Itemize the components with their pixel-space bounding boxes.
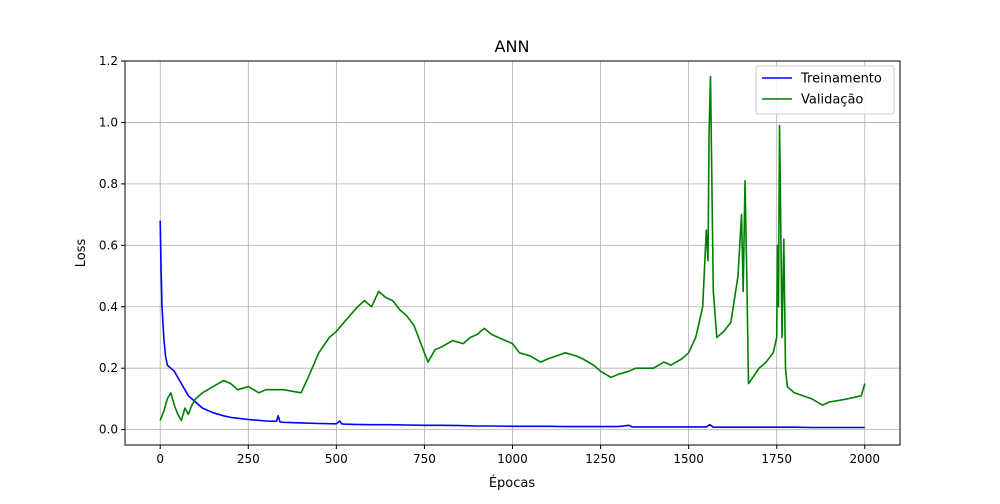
legend-label-treinamento: Treinamento (800, 72, 882, 87)
y-axis-label: Loss (74, 239, 89, 268)
y-tick-label: 1.2 (99, 54, 118, 68)
chart-title: ANN (495, 37, 530, 56)
legend-label-validacao: Validação (801, 93, 863, 108)
y-tick-label: 0.2 (99, 361, 118, 375)
series-line-validacao (159, 75, 866, 422)
y-tick-label: 0.4 (99, 300, 118, 314)
x-axis-label: Épocas (489, 475, 536, 491)
x-tick-label: 250 (237, 452, 260, 466)
x-tick-label: 2000 (849, 452, 880, 466)
x-tick-label: 500 (325, 452, 348, 466)
y-axis-ticks: 0.0 0.2 0.4 0.6 0.8 1.0 1.2 (99, 54, 125, 437)
x-axis-ticks: 0 250 500 750 1000 1250 1500 1750 2000 (156, 445, 880, 466)
y-tick-label: 0.0 (99, 423, 118, 437)
x-tick-label: 0 (156, 452, 164, 466)
grid (125, 60, 900, 445)
y-tick-label: 1.0 (99, 115, 118, 129)
x-tick-label: 1250 (585, 452, 616, 466)
legend: Treinamento Validação (755, 65, 895, 115)
series-line-treinamento (159, 220, 865, 429)
x-tick-label: 1000 (497, 452, 528, 466)
plot-series (159, 75, 866, 429)
x-tick-label: 1750 (761, 452, 792, 466)
y-tick-label: 0.8 (99, 177, 118, 191)
x-tick-label: 750 (413, 452, 436, 466)
y-tick-label: 0.6 (99, 238, 118, 252)
x-tick-label: 1500 (673, 452, 704, 466)
